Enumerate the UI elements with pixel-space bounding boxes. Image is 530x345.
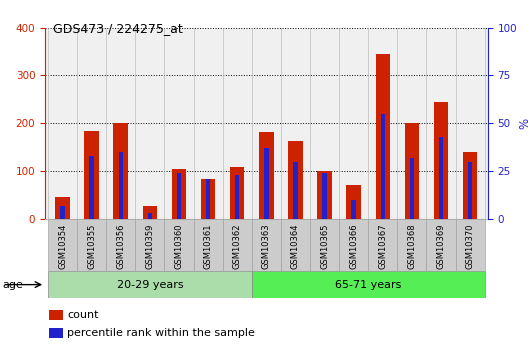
Bar [201,179,215,219]
Text: 65-71 years: 65-71 years [335,280,401,289]
Text: GSM10359: GSM10359 [145,223,154,269]
Bar [456,219,485,271]
Bar [49,310,63,319]
Bar [148,213,152,219]
Bar [322,173,326,219]
Bar [235,175,240,219]
Bar [381,114,385,219]
Bar [288,141,303,219]
Text: GSM10363: GSM10363 [262,223,271,269]
Bar [264,148,269,219]
Bar [119,152,123,219]
Text: GSM10370: GSM10370 [466,223,475,269]
Bar [172,169,186,219]
Bar [230,167,244,219]
Bar [339,219,368,271]
Text: GSM10369: GSM10369 [437,223,446,269]
Bar [49,328,63,338]
Text: GSM10361: GSM10361 [204,223,213,269]
Text: GSM10367: GSM10367 [378,223,387,269]
Bar [347,185,361,219]
Bar [223,219,252,271]
Bar [410,158,414,219]
Bar [439,137,443,219]
Bar [310,219,339,271]
Text: GSM10360: GSM10360 [174,223,183,269]
Bar [55,197,70,219]
Bar [84,130,99,219]
Bar [398,219,427,271]
Bar [434,102,448,219]
Y-axis label: %: % [518,118,530,129]
Bar [113,123,128,219]
Bar [293,161,298,219]
Bar [281,219,310,271]
Bar [143,206,157,219]
Bar [252,271,485,298]
Bar [135,219,164,271]
Bar [177,173,181,219]
Bar [376,54,390,219]
Text: GSM10368: GSM10368 [408,223,417,269]
Text: age: age [3,280,23,289]
Bar [404,123,419,219]
Bar [259,132,273,219]
Text: 20-29 years: 20-29 years [117,280,183,289]
Bar [164,219,193,271]
Bar [351,200,356,219]
Bar [60,206,65,219]
Text: count: count [67,310,99,320]
Bar [48,219,77,271]
Bar [77,219,106,271]
Text: GSM10362: GSM10362 [233,223,242,269]
Text: GDS473 / 224275_at: GDS473 / 224275_at [53,22,183,36]
Bar [317,171,332,219]
Text: GSM10354: GSM10354 [58,223,67,269]
Bar [252,219,281,271]
Bar [206,179,210,219]
Bar [463,152,478,219]
Bar [193,219,223,271]
Bar [468,161,472,219]
Bar [368,219,398,271]
Text: GSM10356: GSM10356 [116,223,125,269]
Bar [90,156,94,219]
Bar [427,219,456,271]
Text: GSM10355: GSM10355 [87,223,96,269]
Bar [48,271,252,298]
Text: percentile rank within the sample: percentile rank within the sample [67,328,255,338]
Bar [106,219,135,271]
Text: GSM10365: GSM10365 [320,223,329,269]
Text: GSM10366: GSM10366 [349,223,358,269]
Text: GSM10364: GSM10364 [291,223,300,269]
